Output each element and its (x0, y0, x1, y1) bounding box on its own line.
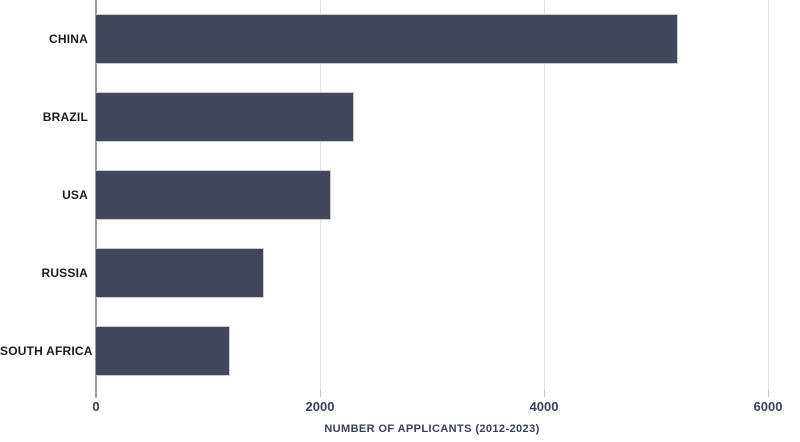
bar-south-africa (96, 326, 231, 376)
x-axis-title: NUMBER OF APPLICANTS (2012-2023) (324, 423, 540, 435)
gridline-4000 (544, 0, 545, 390)
category-label-russia: RUSSIA (41, 266, 88, 280)
tick-mark-6000 (768, 390, 769, 397)
bar-brazil (96, 92, 354, 142)
bar-usa (96, 170, 332, 220)
x-tick-label-4000: 4000 (529, 399, 559, 414)
tick-mark-4000 (544, 390, 545, 397)
gridline-6000 (768, 0, 769, 390)
category-label-brazil: BRAZIL (42, 110, 88, 124)
plot-area (95, 0, 769, 398)
category-label-south-africa: SOUTH AFRICA (0, 344, 93, 358)
x-tick-label-6000: 6000 (753, 399, 783, 414)
bar-russia (96, 248, 264, 298)
category-label-usa: USA (62, 188, 88, 202)
x-tick-label-2000: 2000 (305, 399, 335, 414)
tick-mark-2000 (320, 390, 321, 397)
bar-china (96, 14, 679, 64)
category-label-china: CHINA (49, 32, 88, 46)
x-tick-label-0: 0 (92, 399, 100, 414)
